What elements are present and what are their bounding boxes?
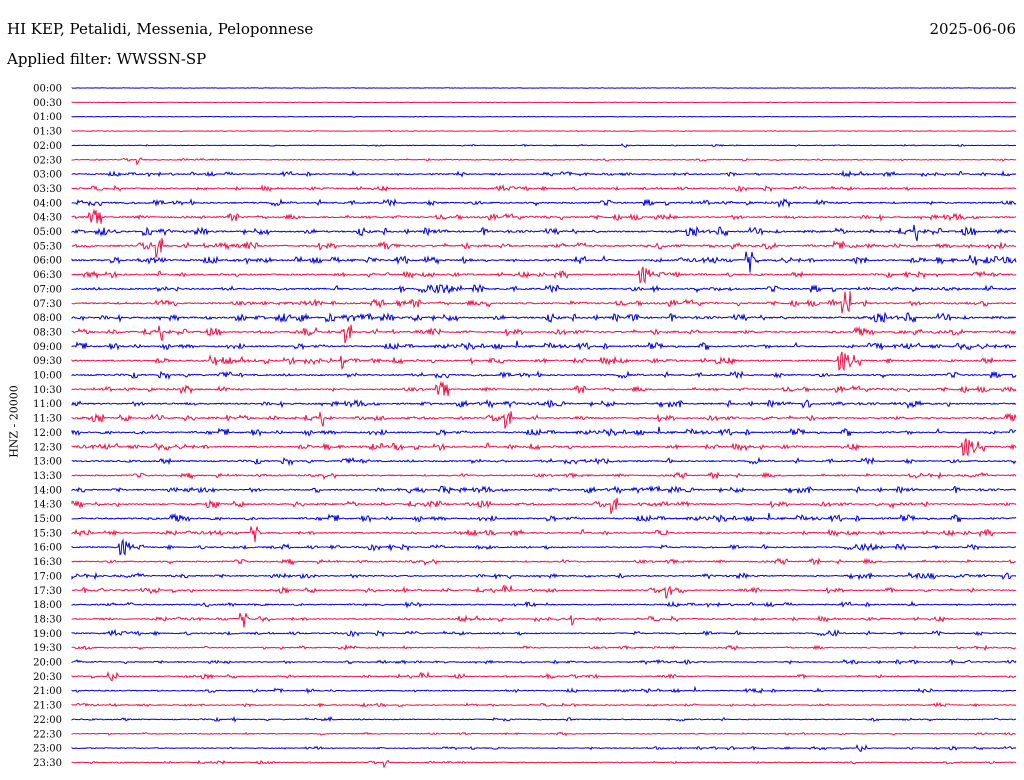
trace-line — [71, 197, 1017, 209]
trace-line — [71, 169, 1017, 178]
trace-line — [71, 129, 1017, 133]
row-label: 08:00 — [33, 313, 62, 324]
trace-line — [71, 237, 1017, 258]
row-label: 18:00 — [33, 600, 62, 611]
trace-line — [71, 670, 1017, 682]
trace-line — [71, 438, 1017, 457]
trace-line — [71, 351, 1017, 372]
row-label: 05:00 — [33, 227, 62, 238]
filter-label: Applied filter: WWSSN-SP — [7, 50, 207, 68]
trace-line — [71, 600, 1017, 609]
row-label: 19:00 — [33, 629, 62, 640]
row-label: 15:00 — [33, 514, 62, 525]
trace-line — [71, 380, 1017, 397]
row-label: 19:30 — [33, 643, 62, 654]
trace-line — [71, 87, 1017, 89]
row-label: 04:30 — [33, 213, 62, 224]
trace-line — [71, 643, 1017, 652]
row-label: 14:30 — [33, 500, 62, 511]
row-label: 06:00 — [33, 256, 62, 267]
row-label: 16:00 — [33, 543, 62, 554]
trace-line — [71, 311, 1017, 324]
trace-line — [71, 715, 1017, 723]
station-title: HI KEP, Petalidi, Messenia, Peloponnese — [7, 20, 314, 38]
trace-line — [71, 512, 1017, 523]
trace-line — [71, 701, 1017, 709]
row-label: 12:00 — [33, 428, 62, 439]
row-label: 03:00 — [33, 170, 62, 181]
trace-line — [71, 399, 1017, 410]
trace-line — [71, 208, 1017, 224]
trace-line — [71, 557, 1017, 567]
trace-line — [71, 224, 1017, 242]
trace-line — [71, 612, 1017, 628]
trace-line — [71, 411, 1017, 429]
row-label: 07:00 — [33, 284, 62, 295]
trace-line — [71, 340, 1017, 351]
row-label: 00:00 — [33, 84, 62, 95]
trace-line — [71, 115, 1016, 118]
trace-line — [71, 497, 1017, 514]
row-label: 09:00 — [33, 342, 62, 353]
trace-line — [71, 456, 1017, 467]
row-label: 18:30 — [33, 614, 62, 625]
row-label: 22:30 — [33, 729, 62, 740]
row-label: 06:30 — [33, 270, 62, 281]
row-label: 07:30 — [33, 299, 62, 310]
row-label: 05:30 — [33, 241, 62, 252]
trace-line — [71, 471, 1017, 480]
trace-line — [71, 571, 1017, 581]
trace-line — [71, 370, 1017, 381]
row-label: 16:30 — [33, 557, 62, 568]
row-label: 17:30 — [33, 586, 62, 597]
row-label: 00:30 — [33, 98, 62, 109]
row-label: 15:30 — [33, 528, 62, 539]
date-label: 2025-06-06 — [929, 20, 1016, 38]
row-label: 20:00 — [33, 658, 62, 669]
row-label: 03:30 — [33, 184, 62, 195]
row-label: 08:30 — [33, 327, 62, 338]
row-label: 01:00 — [33, 112, 62, 123]
row-label: 10:30 — [33, 385, 62, 396]
trace-line — [71, 143, 1017, 148]
row-label: 21:30 — [33, 701, 62, 712]
trace-line — [71, 584, 1017, 599]
trace-line — [71, 251, 1017, 273]
trace-line — [71, 484, 1017, 495]
row-label: 10:00 — [33, 371, 62, 382]
row-label: 02:30 — [33, 155, 62, 166]
row-label: 01:30 — [33, 127, 62, 138]
row-label: 02:00 — [33, 141, 62, 152]
trace-line — [71, 157, 1017, 166]
trace-line — [71, 685, 1017, 695]
row-label: 20:30 — [33, 672, 62, 683]
row-label: 23:00 — [33, 744, 62, 755]
row-label: 23:30 — [33, 758, 62, 769]
row-label: 11:30 — [33, 414, 62, 425]
row-label: 04:00 — [33, 198, 62, 209]
trace-line — [71, 266, 1017, 284]
trace-line — [71, 324, 1017, 344]
row-label: 13:00 — [33, 457, 62, 468]
row-label: 11:00 — [33, 399, 62, 410]
trace-line — [71, 526, 1017, 543]
trace-line — [71, 743, 1017, 753]
row-label: 14:00 — [33, 485, 62, 496]
trace-line — [71, 759, 1017, 769]
trace-line — [71, 426, 1017, 437]
trace-line — [71, 658, 1017, 667]
trace-line — [71, 628, 1017, 638]
row-label: 21:00 — [33, 686, 62, 697]
row-label: 09:30 — [33, 356, 62, 367]
row-label: 17:00 — [33, 571, 62, 582]
row-label: 13:30 — [33, 471, 62, 482]
trace-line — [71, 538, 1017, 556]
trace-line — [71, 731, 1017, 737]
row-label: 12:30 — [33, 442, 62, 453]
trace-line — [71, 291, 1017, 314]
trace-line — [71, 283, 1017, 295]
trace-line — [71, 184, 1017, 193]
row-label: 22:00 — [33, 715, 62, 726]
